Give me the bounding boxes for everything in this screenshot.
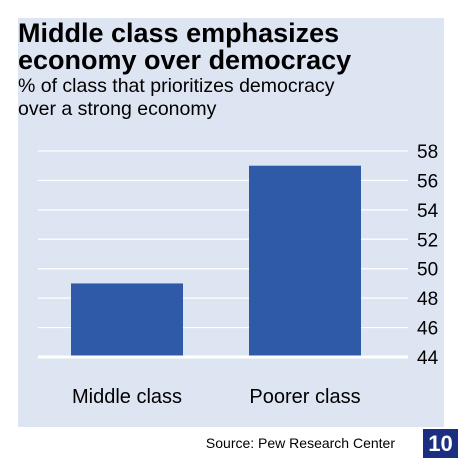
- page-number-badge: 10: [423, 429, 458, 458]
- y-tick-label-44: 44: [417, 348, 439, 369]
- chart-panel: [18, 18, 444, 427]
- y-tick-label-54: 54: [417, 201, 439, 222]
- source-note: Source: Pew Research Center: [205, 435, 395, 451]
- bar-middle-class: [71, 283, 183, 357]
- y-tick-label-58: 58: [417, 142, 438, 163]
- x-category-label-1: Poorer class: [249, 386, 360, 408]
- chart-subtitle: % of class that prioritizes democracy ov…: [18, 75, 335, 120]
- bar-poorer-class: [249, 165, 361, 357]
- y-tick-label-50: 50: [417, 260, 438, 281]
- y-tick-label-52: 52: [417, 230, 438, 251]
- chart-title: Middle class emphasizes economy over dem…: [18, 18, 352, 75]
- y-tick-label-46: 46: [417, 319, 438, 340]
- y-tick-label-56: 56: [417, 171, 438, 192]
- x-category-label-0: Middle class: [72, 386, 182, 408]
- y-tick-label-48: 48: [417, 289, 438, 310]
